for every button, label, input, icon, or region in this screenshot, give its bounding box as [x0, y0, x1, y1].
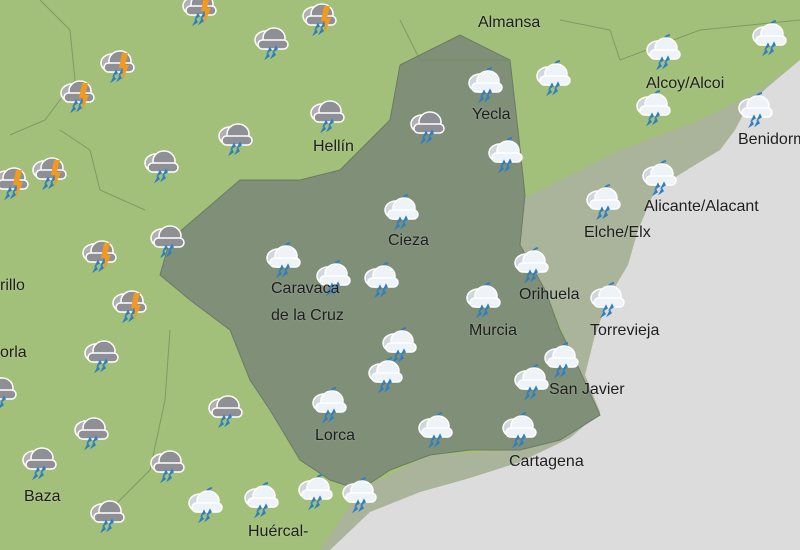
- city-label: Cieza: [388, 232, 429, 249]
- rain-icon: [74, 417, 109, 451]
- city-label: San Javier: [549, 381, 625, 398]
- city-label: Caravaca: [271, 280, 340, 297]
- city-label: de la Cruz: [271, 307, 344, 324]
- showers-icon: [266, 242, 301, 279]
- showers-icon: [466, 282, 501, 319]
- rain-icon: [0, 377, 17, 408]
- thunderstorm-icon: [32, 157, 67, 191]
- city-label: Benidorm: [738, 131, 800, 148]
- showers-icon: [514, 247, 549, 284]
- showers-icon: [384, 194, 419, 231]
- showers-icon: [316, 260, 351, 297]
- thunderstorm-icon: [0, 167, 29, 201]
- city-label: Hellín: [313, 138, 354, 155]
- city-label: Baza: [24, 488, 61, 505]
- city-label: Elche/Elx: [584, 224, 651, 241]
- showers-icon: [586, 184, 621, 221]
- rain-icon: [208, 395, 243, 429]
- showers-icon: [364, 262, 399, 299]
- sea: [330, 60, 800, 550]
- showers-icon: [590, 282, 625, 319]
- showers-icon: [752, 20, 787, 57]
- thunderstorm-icon: [182, 0, 217, 27]
- showers-icon: [636, 90, 671, 127]
- city-label: Alicante/Alacant: [644, 198, 759, 215]
- rain-icon: [90, 500, 125, 534]
- city-label: Huércal-: [248, 523, 309, 540]
- showers-icon: [312, 387, 347, 424]
- city-label: rillo: [0, 277, 25, 294]
- showers-icon: [738, 92, 773, 129]
- province-borders: [9, 0, 800, 521]
- rain-icon: [410, 111, 445, 145]
- showers-icon: [502, 412, 537, 449]
- rain-icon: [254, 27, 289, 61]
- city-label: Orihuela: [519, 286, 580, 303]
- showers-icon: [646, 34, 681, 71]
- rain-icon: [218, 123, 253, 157]
- showers-icon: [418, 412, 453, 449]
- thunderstorm-icon: [112, 290, 147, 324]
- showers-icon: [188, 487, 223, 524]
- thunderstorm-icon: [100, 50, 135, 84]
- rain-icon: [150, 225, 185, 259]
- city-label: Murcia: [469, 322, 518, 339]
- showers-icon: [382, 327, 417, 364]
- rain-icon: [22, 447, 57, 481]
- rain-icon: [310, 100, 345, 134]
- showers-icon: [468, 67, 503, 104]
- city-label: Cartagena: [509, 453, 584, 470]
- rain-icon: [150, 450, 185, 484]
- showers-icon: [244, 482, 279, 519]
- showers-icon: [488, 137, 523, 174]
- city-label: Yecla: [472, 106, 511, 123]
- thunderstorm-icon: [60, 80, 95, 114]
- showers-icon: [536, 60, 571, 97]
- showers-icon: [298, 474, 333, 511]
- showers-icon: [544, 342, 579, 379]
- showers-icon: [368, 357, 403, 394]
- city-label: orla: [0, 344, 27, 361]
- thunderstorm-icon: [82, 240, 117, 274]
- showers-icon: [642, 160, 677, 197]
- weather-icons: [0, 0, 787, 534]
- city-label: Lorca: [315, 427, 356, 444]
- city-label: Alcoy/Alcoi: [646, 75, 725, 92]
- rain-icon: [144, 150, 179, 184]
- rain-icon: [84, 340, 119, 374]
- city-label: Torrevieja: [590, 322, 660, 339]
- thunderstorm-icon: [302, 3, 337, 37]
- showers-icon: [514, 364, 549, 401]
- city-label: Almansa: [478, 14, 541, 31]
- showers-icon: [342, 477, 377, 514]
